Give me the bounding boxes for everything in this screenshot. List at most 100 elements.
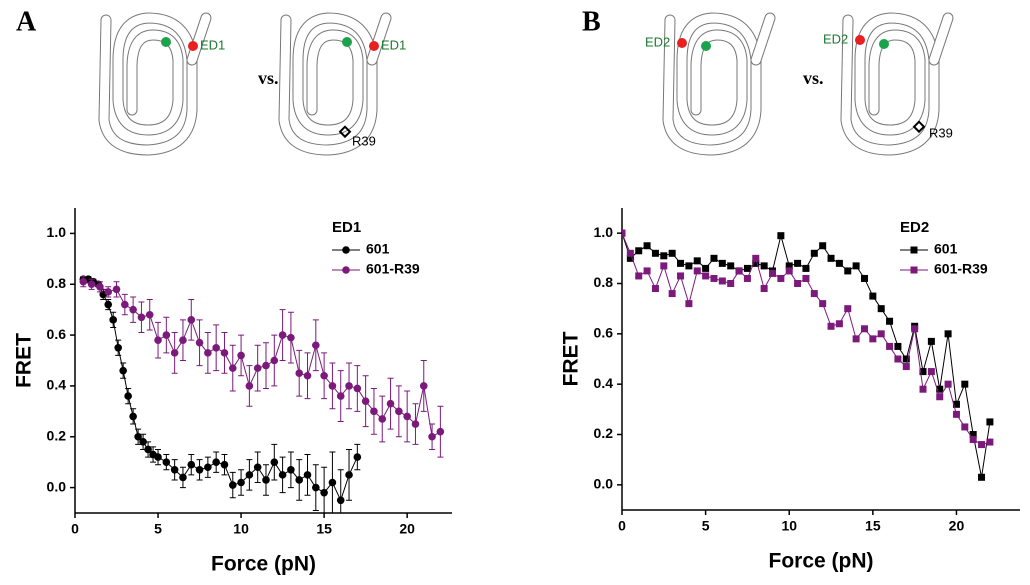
marker bbox=[785, 262, 793, 270]
legend-label: 601-R39 bbox=[934, 261, 988, 277]
marker bbox=[121, 300, 129, 309]
marker bbox=[835, 320, 843, 328]
marker bbox=[785, 267, 793, 275]
marker bbox=[810, 290, 818, 298]
x-tick-label: 15 bbox=[316, 521, 332, 537]
marker bbox=[303, 371, 312, 380]
marker bbox=[145, 310, 154, 319]
marker bbox=[668, 290, 676, 298]
marker bbox=[718, 277, 726, 285]
marker bbox=[179, 473, 187, 482]
y-tick-label: 0.2 bbox=[47, 427, 67, 443]
x-axis-label: Force (pN) bbox=[211, 553, 316, 576]
marker bbox=[378, 415, 387, 423]
plot-area bbox=[79, 275, 445, 513]
marker bbox=[651, 249, 659, 257]
marker bbox=[124, 392, 132, 400]
marker bbox=[361, 397, 370, 405]
marker bbox=[986, 418, 994, 426]
y-tick-label: 0.0 bbox=[594, 476, 614, 492]
marker bbox=[936, 393, 944, 401]
marker bbox=[727, 280, 735, 287]
y-axis-label: FRET bbox=[13, 333, 36, 388]
marker bbox=[353, 384, 362, 393]
marker bbox=[677, 259, 685, 267]
marker bbox=[336, 392, 345, 400]
marker bbox=[860, 274, 868, 282]
marker bbox=[212, 343, 220, 352]
marker bbox=[162, 331, 171, 339]
marker bbox=[819, 300, 827, 308]
marker bbox=[727, 262, 735, 270]
marker bbox=[685, 300, 693, 308]
x-tick-label: 10 bbox=[233, 521, 249, 537]
marker bbox=[195, 338, 204, 347]
marker bbox=[342, 246, 350, 254]
marker bbox=[710, 254, 718, 262]
marker bbox=[810, 249, 818, 257]
marker bbox=[677, 272, 685, 280]
marker bbox=[353, 453, 362, 461]
marker bbox=[760, 285, 768, 293]
x-tick-label: 0 bbox=[618, 518, 626, 534]
marker bbox=[693, 267, 701, 275]
marker bbox=[112, 285, 121, 294]
marker bbox=[195, 465, 204, 474]
marker bbox=[927, 368, 935, 376]
diagram: ED1 vs. ED1 R39 bbox=[104, 18, 406, 150]
marker bbox=[919, 368, 927, 376]
y-tick-label: 1.0 bbox=[594, 224, 614, 240]
marker bbox=[952, 410, 960, 418]
legend-label: 601 bbox=[366, 241, 390, 257]
legend-title: ED2 bbox=[900, 219, 929, 236]
marker bbox=[877, 305, 885, 313]
legend-label: 601-R39 bbox=[366, 261, 420, 277]
y-tick-label: 0.0 bbox=[47, 478, 67, 494]
y-tick-label: 1.0 bbox=[47, 224, 67, 240]
marker bbox=[952, 400, 960, 408]
marker bbox=[253, 463, 262, 472]
marker bbox=[345, 471, 353, 479]
marker bbox=[635, 272, 643, 280]
x-axis-label: Force (pN) bbox=[769, 550, 874, 573]
marker bbox=[961, 423, 969, 431]
marker bbox=[969, 431, 977, 438]
marker bbox=[303, 471, 312, 479]
diagram: ED2 vs. ED2 R39 bbox=[645, 18, 953, 150]
marker bbox=[228, 481, 237, 489]
marker bbox=[710, 274, 718, 282]
marker bbox=[886, 317, 894, 325]
marker bbox=[777, 232, 785, 240]
marker bbox=[119, 366, 127, 375]
marker bbox=[919, 385, 927, 393]
marker bbox=[635, 247, 643, 255]
marker bbox=[769, 269, 777, 277]
marker bbox=[386, 399, 395, 408]
marker bbox=[743, 274, 751, 282]
y-tick-label: 0.8 bbox=[47, 275, 67, 291]
marker bbox=[287, 465, 295, 474]
marker bbox=[187, 316, 196, 324]
marker bbox=[651, 285, 659, 293]
marker bbox=[760, 262, 768, 270]
marker bbox=[320, 371, 328, 380]
marker bbox=[622, 229, 626, 237]
marker bbox=[87, 280, 96, 289]
marker bbox=[295, 369, 304, 378]
marker bbox=[278, 471, 287, 479]
marker bbox=[170, 349, 179, 357]
marker bbox=[187, 460, 196, 469]
marker bbox=[96, 282, 104, 291]
marker bbox=[144, 445, 152, 454]
marker bbox=[886, 342, 894, 350]
marker bbox=[162, 458, 171, 466]
marker bbox=[139, 438, 147, 446]
marker bbox=[894, 342, 902, 350]
marker bbox=[835, 259, 843, 267]
marker bbox=[735, 267, 743, 275]
marker bbox=[660, 252, 668, 260]
marker bbox=[852, 262, 860, 270]
mutation-label: R39 bbox=[929, 125, 953, 140]
marker bbox=[295, 476, 304, 484]
marker bbox=[403, 412, 411, 421]
